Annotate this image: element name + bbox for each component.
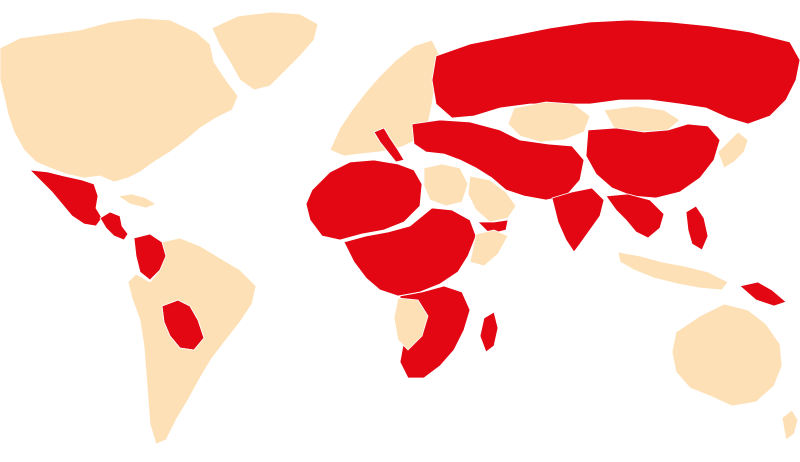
region-kazakhstan[interactable] [507, 101, 591, 143]
region-namibia-botswana[interactable] [393, 297, 429, 351]
region-russia[interactable] [431, 19, 800, 125]
region-papua-new-guinea[interactable] [739, 281, 787, 307]
region-madagascar[interactable] [479, 311, 499, 353]
region-philippines[interactable] [685, 205, 709, 251]
region-central-africa[interactable] [343, 207, 477, 297]
region-greenland[interactable] [211, 11, 319, 91]
region-australia[interactable] [671, 303, 783, 407]
region-arabia[interactable] [467, 175, 517, 223]
region-indonesia[interactable] [617, 251, 729, 291]
region-italy[interactable] [373, 127, 405, 163]
region-south-america[interactable] [127, 237, 257, 445]
region-cuba-caribbean[interactable] [117, 193, 157, 209]
region-libya-egypt[interactable] [423, 163, 469, 207]
region-horn-of-africa[interactable] [469, 229, 509, 267]
region-china[interactable] [585, 123, 721, 199]
region-north-america[interactable] [0, 17, 239, 183]
region-central-america[interactable] [99, 211, 129, 241]
region-india[interactable] [551, 187, 605, 253]
region-japan[interactable] [717, 131, 749, 169]
region-north-africa[interactable] [305, 159, 423, 241]
region-southeast-asia[interactable] [605, 193, 665, 239]
region-new-zealand[interactable] [781, 409, 799, 441]
